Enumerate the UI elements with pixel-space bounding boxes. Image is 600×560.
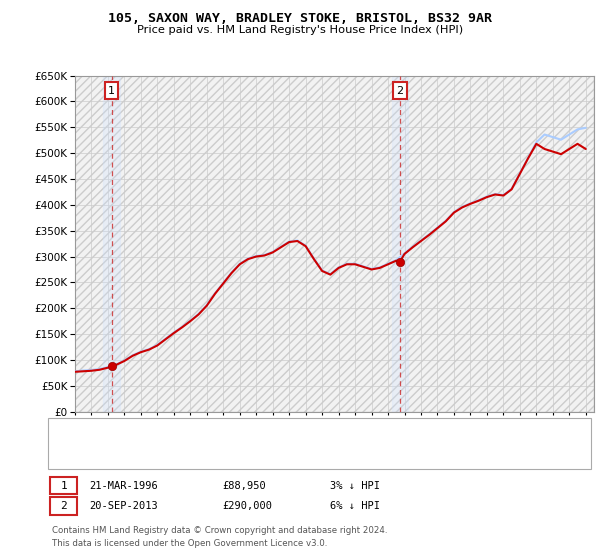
Text: Price paid vs. HM Land Registry's House Price Index (HPI): Price paid vs. HM Land Registry's House …: [137, 25, 463, 35]
Text: 1: 1: [108, 86, 115, 96]
Text: 105, SAXON WAY, BRADLEY STOKE, BRISTOL, BS32 9AR: 105, SAXON WAY, BRADLEY STOKE, BRISTOL, …: [108, 12, 492, 25]
Text: HPI: Average price, detached house, South Gloucestershire: HPI: Average price, detached house, Sout…: [96, 449, 385, 459]
Text: 3% ↓ HPI: 3% ↓ HPI: [330, 480, 380, 491]
Text: £290,000: £290,000: [222, 501, 272, 511]
Bar: [392, 76, 408, 412]
Text: 2: 2: [397, 86, 403, 96]
Text: 1: 1: [60, 480, 67, 491]
Text: 21-MAR-1996: 21-MAR-1996: [89, 480, 158, 491]
Text: Contains HM Land Registry data © Crown copyright and database right 2024.
This d: Contains HM Land Registry data © Crown c…: [52, 526, 388, 548]
Text: 2: 2: [60, 501, 67, 511]
Bar: [103, 76, 120, 412]
Text: £88,950: £88,950: [222, 480, 266, 491]
Text: 105, SAXON WAY, BRADLEY STOKE, BRISTOL, BS32 9AR (detached house): 105, SAXON WAY, BRADLEY STOKE, BRISTOL, …: [96, 428, 456, 438]
Text: 6% ↓ HPI: 6% ↓ HPI: [330, 501, 380, 511]
Text: 20-SEP-2013: 20-SEP-2013: [89, 501, 158, 511]
